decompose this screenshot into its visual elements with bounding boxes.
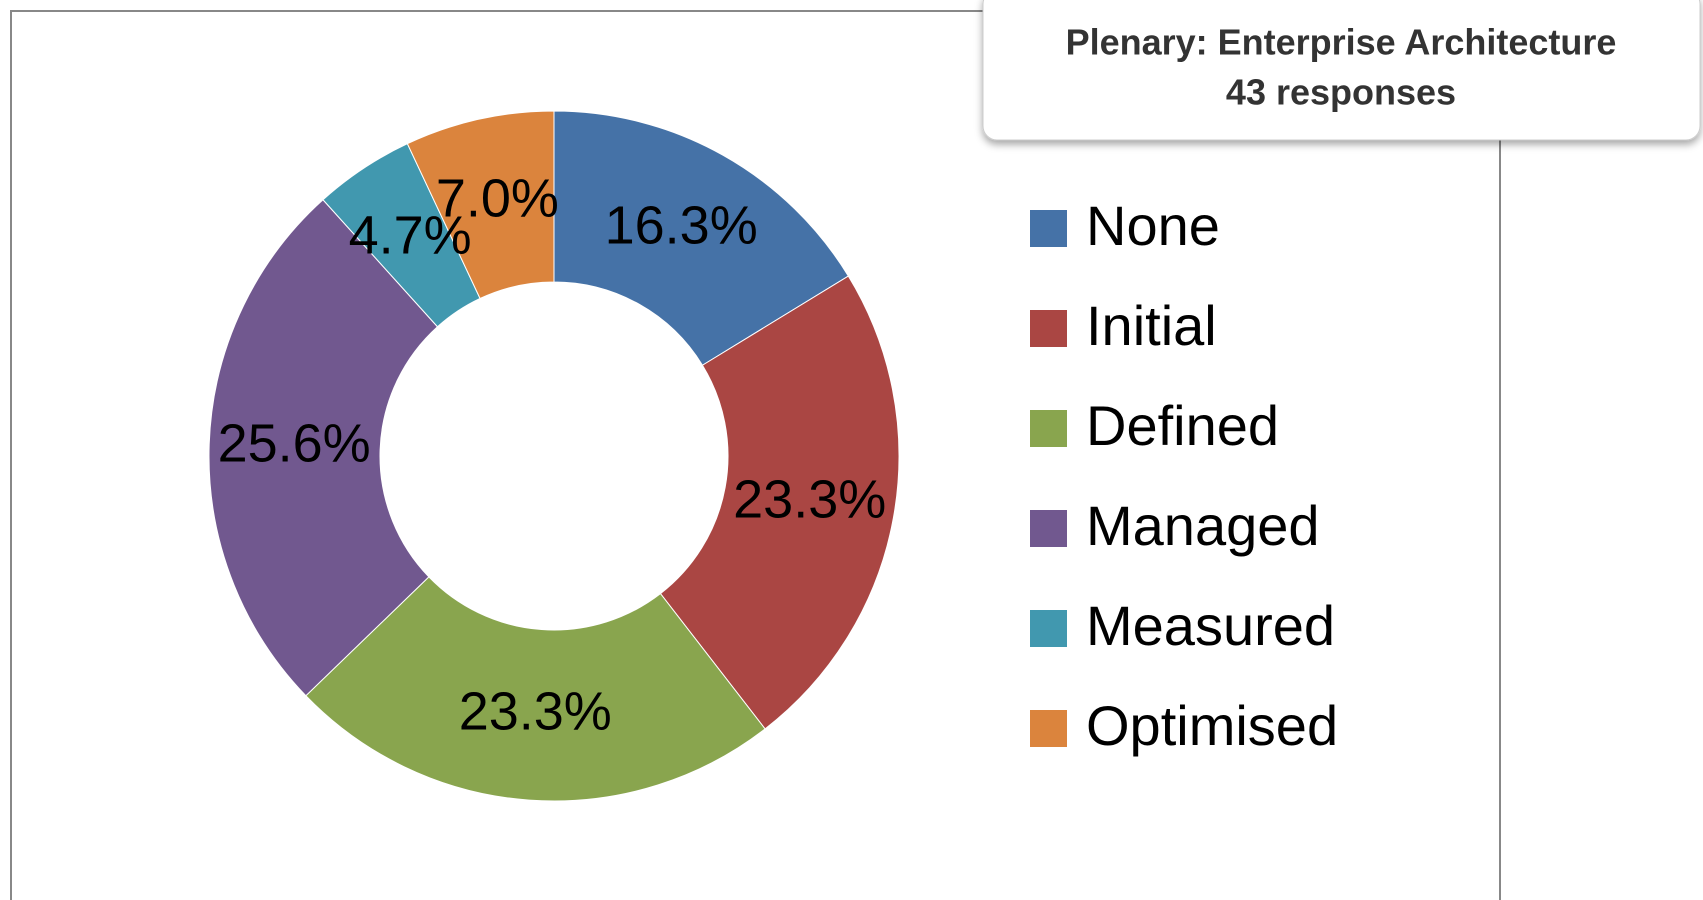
- data-label: 25.6%: [218, 413, 371, 473]
- legend-label: Measured: [1086, 594, 1335, 657]
- data-label: 16.3%: [605, 195, 758, 255]
- legend-swatch: [1030, 210, 1067, 247]
- slice: [553, 110, 850, 366]
- data-label: 4.7%: [349, 206, 472, 266]
- legend-label: None: [1086, 194, 1220, 257]
- data-label: 23.3%: [459, 682, 612, 742]
- slice: [208, 199, 439, 697]
- legend-swatch: [1030, 510, 1067, 547]
- legend-label: Optimised: [1086, 694, 1338, 757]
- legend-label: Initial: [1086, 294, 1217, 357]
- legend-label: Managed: [1086, 494, 1320, 557]
- legend-swatch: [1030, 710, 1067, 747]
- legend-swatch: [1030, 410, 1067, 447]
- data-label: 7.0%: [436, 169, 559, 229]
- legend-label: Defined: [1086, 394, 1279, 457]
- frame: [10, 10, 990, 900]
- slice: [305, 576, 766, 802]
- title-box: [982, 0, 1701, 141]
- chart-subtitle: 43 responses: [1226, 72, 1456, 113]
- data-label: 23.3%: [733, 469, 886, 529]
- slice: [659, 275, 900, 730]
- legend-swatch: [1030, 610, 1067, 647]
- slice: [406, 110, 555, 300]
- chart-title: Plenary: Enterprise Architecture: [1066, 22, 1617, 63]
- legend-swatch: [1030, 310, 1067, 347]
